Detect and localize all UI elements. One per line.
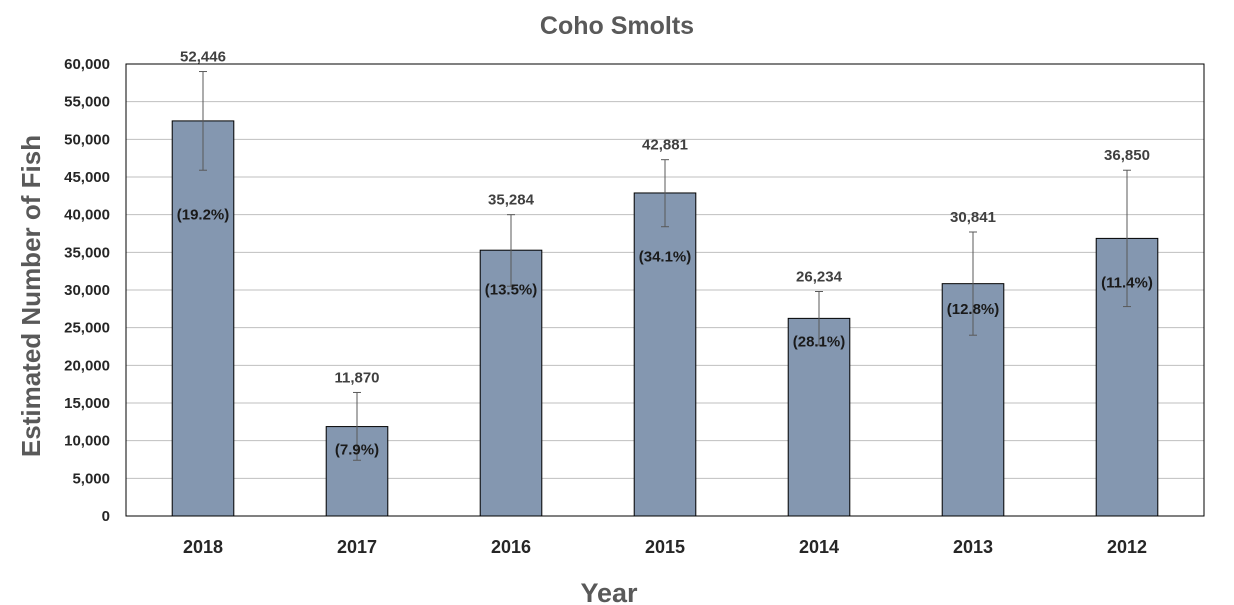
percent-labels: (19.2%) (7.9%) (13.5%) (34.1%) (28.1%) (12.8%…: [177, 207, 1153, 459]
y-axis-ticks: 0 5,000 10,000 15,000 20,000 25,000 30,000 35,0…: [64, 56, 110, 525]
percent-label: (13.5%): [485, 281, 538, 298]
y-tick-label: 25,000: [64, 320, 110, 337]
y-tick-label: 10,000: [64, 433, 110, 450]
data-label: 26,234: [796, 269, 843, 286]
bar: [479, 249, 543, 517]
x-axis-title: Year: [580, 578, 638, 605]
data-label: 36,850: [1104, 147, 1150, 164]
bar: [633, 192, 697, 517]
x-tick-label: 2016: [491, 537, 531, 557]
y-tick-label: 35,000: [64, 244, 110, 261]
y-tick-label: 20,000: [64, 357, 110, 374]
data-label: 35,284: [488, 192, 535, 209]
y-tick-label: 45,000: [64, 169, 110, 186]
bar: [171, 120, 235, 517]
value-labels: 52,446 11,870 35,284 42,881 26,234 30,841 36,8…: [180, 49, 1150, 387]
bar: [787, 317, 851, 517]
data-label: 30,841: [950, 209, 996, 226]
y-tick-label: 50,000: [64, 131, 110, 148]
data-label: 52,446: [180, 49, 226, 66]
x-tick-label: 2014: [799, 537, 839, 557]
x-tick-label: 2012: [1107, 537, 1147, 557]
bars: [171, 120, 1159, 517]
chart-title: Coho Smolts: [540, 12, 694, 40]
y-tick-label: 5,000: [72, 470, 110, 487]
y-tick-label: 0: [102, 508, 110, 525]
y-tick-label: 60,000: [64, 56, 110, 73]
percent-label: (34.1%): [639, 248, 692, 265]
data-label: 11,870: [334, 369, 379, 386]
y-tick-label: 55,000: [64, 94, 110, 111]
percent-label: (7.9%): [335, 442, 379, 459]
percent-label: (19.2%): [177, 207, 230, 224]
data-label: 42,881: [642, 137, 688, 154]
percent-label: (12.8%): [947, 301, 1000, 318]
x-axis-categories: 2018 2017 2016 2015 2014 2013 2012: [183, 537, 1147, 557]
y-tick-label: 30,000: [64, 282, 110, 299]
percent-label: (11.4%): [1101, 275, 1153, 292]
x-tick-label: 2017: [337, 537, 377, 557]
error-bars: [199, 71, 1131, 461]
y-tick-label: 15,000: [64, 395, 110, 412]
x-tick-label: 2015: [645, 537, 685, 557]
percent-label: (28.1%): [793, 333, 846, 350]
x-tick-label: 2013: [953, 537, 993, 557]
y-axis-title: Estimated Number of Fish: [16, 135, 46, 457]
y-tick-label: 40,000: [64, 207, 110, 224]
plot-frame: [125, 63, 1205, 517]
x-tick-label: 2018: [183, 537, 223, 557]
